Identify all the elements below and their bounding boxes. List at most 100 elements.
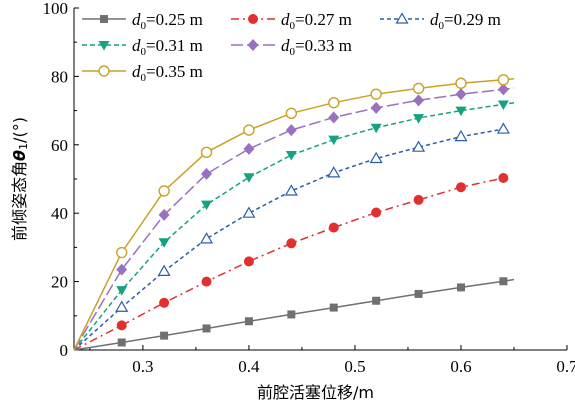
legend-item: d0=0.27 m (231, 10, 352, 32)
series-line (73, 278, 515, 351)
legend-label-value: =0.33 m (295, 36, 352, 55)
data-point-circle (201, 276, 212, 287)
y-axis-label-symbol: θ (10, 150, 29, 161)
data-point-open-triangle (412, 140, 426, 152)
legend-item: d0=0.31 m (82, 36, 203, 58)
data-point-open-triangle (496, 122, 510, 134)
data-point-open-circle (412, 82, 425, 95)
data-point-triangle-down (116, 286, 128, 296)
data-point-triangle-down (328, 135, 340, 146)
legend-label-prefix: d (132, 10, 141, 29)
legend-label-sub: 0 (290, 20, 296, 32)
series-line (73, 78, 515, 351)
data-point-circle (248, 14, 258, 24)
y-tick-label: 0 (60, 341, 69, 360)
data-point-open-circle (98, 65, 110, 77)
legend-label: d0=0.31 m (132, 36, 203, 58)
data-point-open-circle (370, 88, 382, 100)
data-point-square (117, 338, 126, 347)
data-point-circle (286, 238, 297, 249)
series-4 (73, 100, 515, 351)
legend-item: d0=0.25 m (82, 10, 203, 32)
data-point-square (414, 289, 423, 298)
data-point-circle (116, 320, 127, 331)
data-point-diamond (158, 208, 170, 221)
legend-label: d0=0.29 m (430, 10, 501, 32)
data-point-circle (243, 256, 254, 267)
legend-label-value: =0.35 m (146, 62, 203, 81)
data-point-square (160, 331, 169, 340)
y-tick-label: 100 (43, 0, 69, 18)
x-tick-label: 0.4 (238, 357, 260, 376)
data-point-open-triangle (284, 184, 298, 196)
data-point-square (244, 317, 253, 326)
data-point-circle (159, 297, 170, 308)
data-point-diamond (243, 142, 255, 155)
data-point-triangle-down (285, 151, 297, 161)
legend-label-sub: 0 (141, 46, 147, 58)
data-point-open-circle (116, 246, 128, 259)
legend-label-prefix: d (430, 10, 439, 29)
data-point-open-triangle (369, 151, 383, 164)
data-point-open-circle (455, 77, 467, 89)
data-point-triangle-down (413, 114, 425, 124)
data-point-square (202, 324, 211, 333)
x-tick-label: 0.6 (450, 357, 471, 376)
legend-item: d0=0.33 m (231, 36, 352, 58)
data-point-triangle-down (201, 200, 213, 211)
data-point-open-triangle (199, 232, 214, 244)
series-line (73, 177, 504, 351)
series-layer (73, 74, 515, 351)
legend-label: d0=0.27 m (281, 10, 352, 32)
data-point-diamond (116, 263, 128, 276)
series-line (73, 101, 515, 351)
data-point-open-circle (497, 74, 510, 86)
data-point-triangle-down (455, 106, 467, 117)
legend-label-prefix: d (281, 10, 290, 29)
data-point-triangle-down (158, 238, 170, 248)
y-axis-label: 前倾姿态角θ1/(°) (10, 117, 31, 241)
series-6 (73, 74, 515, 351)
data-point-open-triangle (327, 166, 341, 178)
data-point-open-triangle (115, 300, 129, 312)
series-2 (73, 172, 509, 351)
data-point-circle (498, 172, 509, 183)
data-point-diamond (201, 167, 213, 180)
data-point-diamond (285, 124, 297, 137)
y-tick-label: 60 (51, 136, 68, 155)
data-point-triangle-down (370, 123, 382, 134)
data-point-square (329, 303, 338, 312)
data-point-square (100, 15, 108, 23)
legend-label-prefix: d (132, 36, 141, 55)
legend-label: d0=0.25 m (132, 10, 203, 32)
legend-label-value: =0.29 m (444, 10, 501, 29)
x-axis-ticks: 0.3 0.4 0.5 0.6 0.7 (89, 345, 575, 376)
data-point-open-circle (328, 97, 340, 109)
data-point-square (287, 310, 296, 319)
data-point-triangle-down (497, 100, 509, 110)
series-1 (73, 277, 515, 351)
x-tick-label: 0.5 (344, 357, 365, 376)
data-point-diamond (328, 111, 340, 124)
y-axis-label-unit: /(°) (10, 117, 29, 143)
data-point-diamond (247, 39, 259, 51)
data-point-circle (328, 222, 339, 233)
series-line (73, 87, 515, 351)
legend-label: d0=0.35 m (132, 62, 203, 84)
legend-label-prefix: d (281, 36, 290, 55)
series-3 (73, 122, 510, 351)
legend-label-sub: 0 (141, 72, 147, 84)
data-point-triangle-down (98, 41, 110, 51)
legend-label-value: =0.27 m (295, 10, 352, 29)
legend-label-value: =0.31 m (146, 36, 203, 55)
x-tick-label: 0.3 (132, 357, 153, 376)
legend: d0=0.25 m d0=0.27 m d0=0.29 md0=0.31 m d0=0… (82, 10, 501, 84)
data-point-open-circle (158, 185, 170, 197)
legend-label: d0=0.33 m (281, 36, 352, 58)
data-point-diamond (497, 83, 509, 96)
data-point-open-triangle (157, 264, 171, 276)
series-5 (73, 83, 515, 351)
legend-label-value: =0.25 m (146, 10, 203, 29)
data-point-open-circle (200, 146, 213, 159)
data-point-diamond (413, 94, 425, 107)
